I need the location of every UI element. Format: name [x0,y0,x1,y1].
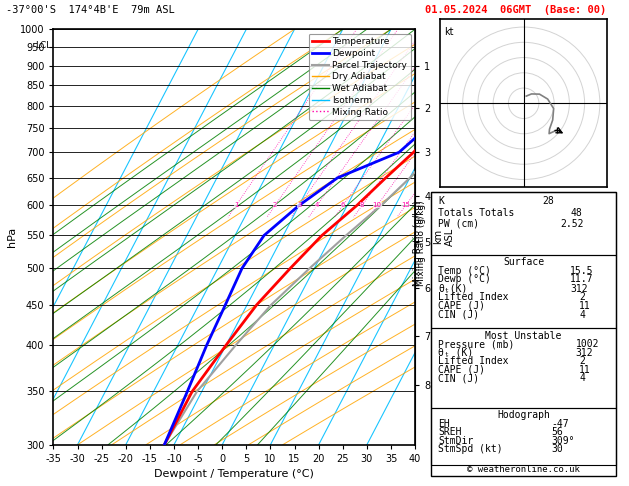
Text: 3: 3 [297,203,301,208]
Text: 11.7: 11.7 [570,275,594,284]
Text: StmDir: StmDir [438,436,474,446]
Text: 312: 312 [570,283,587,294]
Text: PW (cm): PW (cm) [438,219,479,229]
Text: 28: 28 [542,196,554,206]
Text: 2: 2 [273,203,277,208]
Text: Mixing Ratio (g/kg): Mixing Ratio (g/kg) [413,200,422,286]
Text: 1002: 1002 [576,339,599,349]
Text: 1: 1 [234,203,238,208]
Bar [431,408,616,465]
Text: Most Unstable: Most Unstable [486,330,562,341]
Text: 4: 4 [579,310,585,320]
Text: θₜ (K): θₜ (K) [438,348,474,358]
Text: 6: 6 [341,203,345,208]
Bar [431,255,616,329]
Text: CIN (J): CIN (J) [438,310,479,320]
Text: 8: 8 [360,203,364,208]
Text: 4: 4 [579,373,585,383]
Text: Totals Totals: Totals Totals [438,208,515,218]
Text: 30: 30 [552,444,563,454]
Text: -37°00'S  174°4B'E  79m ASL: -37°00'S 174°4B'E 79m ASL [6,5,175,15]
Text: Lifted Index: Lifted Index [438,292,509,302]
Text: Mixing Ratio (g/kg): Mixing Ratio (g/kg) [417,200,426,286]
X-axis label: Dewpoint / Temperature (°C): Dewpoint / Temperature (°C) [154,469,314,479]
Text: CAPE (J): CAPE (J) [438,301,486,311]
Text: 48: 48 [570,208,582,218]
Text: 10: 10 [373,203,382,208]
Text: Hodograph: Hodograph [497,410,550,420]
Text: 15: 15 [401,203,410,208]
Text: Temp (°C): Temp (°C) [438,266,491,276]
Text: 56: 56 [552,427,563,437]
Text: SREH: SREH [438,427,462,437]
Y-axis label: km
ASL: km ASL [433,228,455,246]
Text: 11: 11 [579,301,591,311]
Text: Pressure (mb): Pressure (mb) [438,339,515,349]
Text: 2: 2 [579,292,585,302]
Text: K: K [438,196,444,206]
Text: 01.05.2024  06GMT  (Base: 00): 01.05.2024 06GMT (Base: 00) [425,5,606,15]
Text: kt: kt [444,27,454,37]
Text: EH: EH [438,419,450,429]
Text: Lifted Index: Lifted Index [438,356,509,366]
Text: 4: 4 [314,203,319,208]
Text: © weatheronline.co.uk: © weatheronline.co.uk [467,466,580,474]
Bar [431,192,616,255]
Bar [431,329,616,408]
Y-axis label: hPa: hPa [7,227,17,247]
Text: 15.5: 15.5 [570,266,594,276]
Text: StmSpd (kt): StmSpd (kt) [438,444,503,454]
Text: 312: 312 [576,348,593,358]
Text: LCL: LCL [35,40,51,50]
Text: 309°: 309° [552,436,575,446]
Text: CAPE (J): CAPE (J) [438,365,486,375]
Legend: Temperature, Dewpoint, Parcel Trajectory, Dry Adiabat, Wet Adiabat, Isotherm, Mi: Temperature, Dewpoint, Parcel Trajectory… [309,34,411,120]
Text: Dewp (°C): Dewp (°C) [438,275,491,284]
Text: θₜ(K): θₜ(K) [438,283,468,294]
Text: 2.52: 2.52 [561,219,584,229]
Text: 2: 2 [579,356,585,366]
Text: Surface: Surface [503,258,544,267]
Text: -47: -47 [552,419,569,429]
Text: 11: 11 [579,365,591,375]
Text: CIN (J): CIN (J) [438,373,479,383]
